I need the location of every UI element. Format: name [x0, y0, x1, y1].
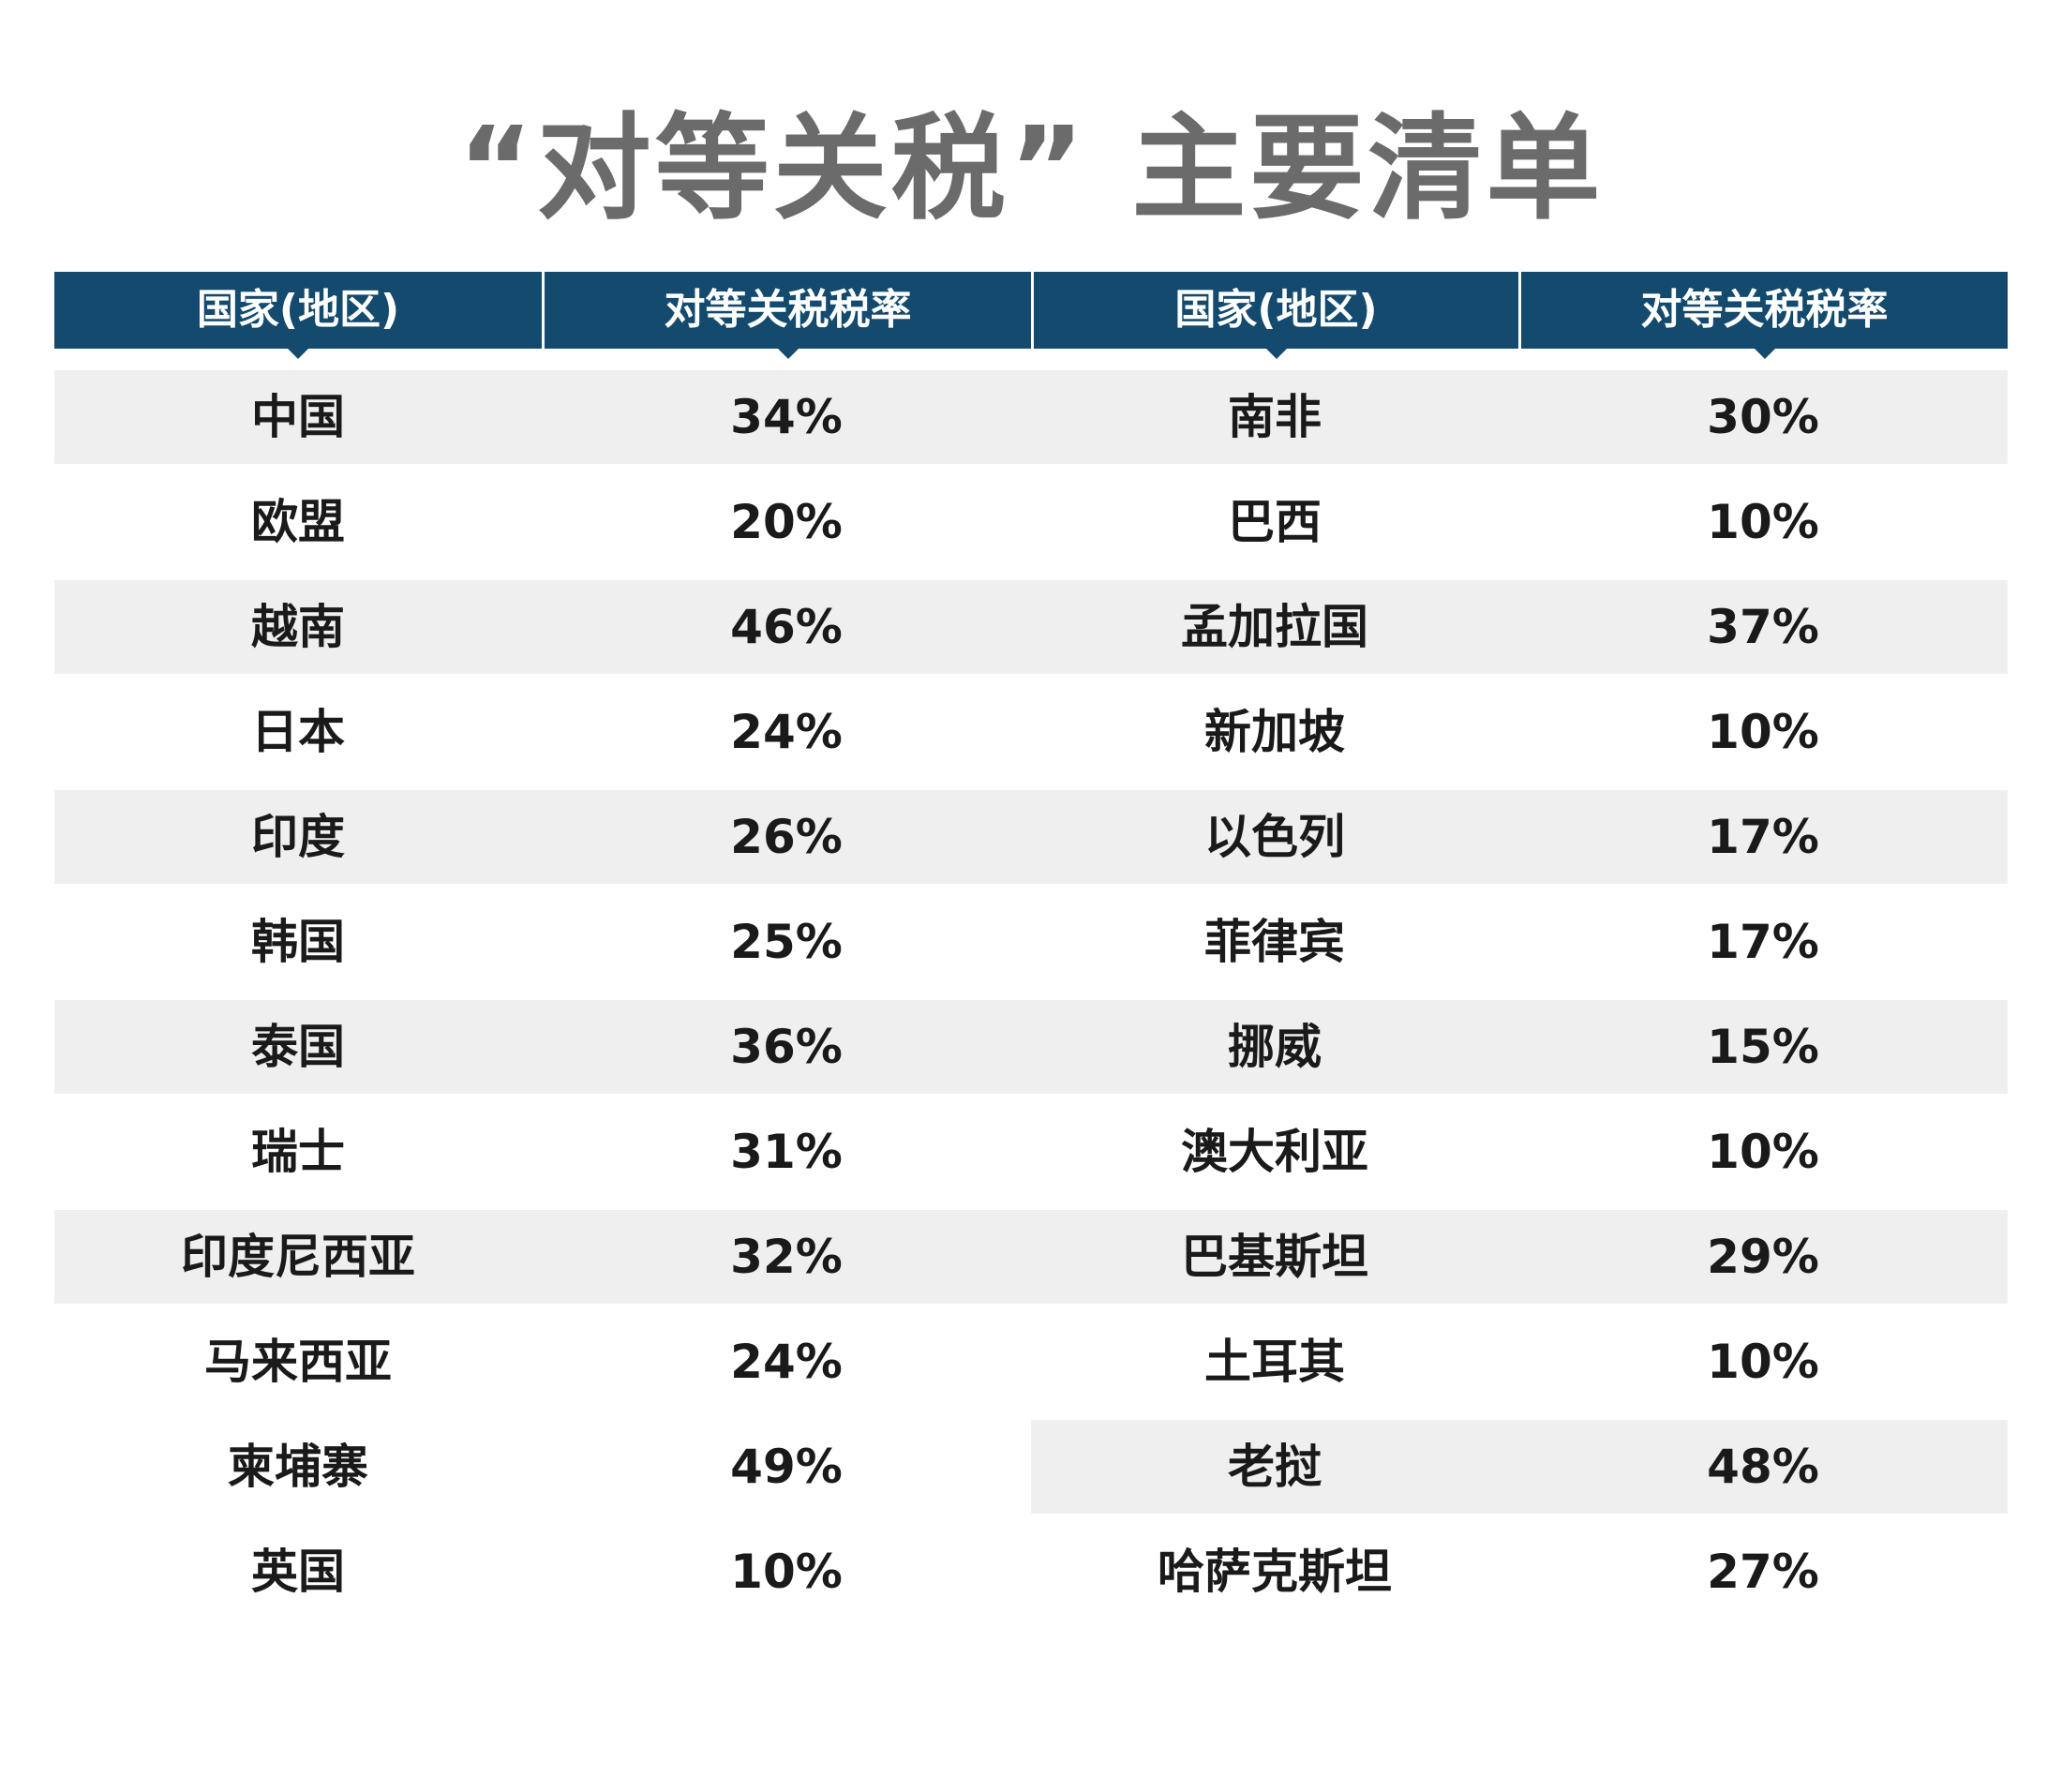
rate-cell: 15%: [1518, 1000, 2008, 1094]
rate-cell: 31%: [730, 1125, 843, 1179]
header-rate-right: 对等关税税率: [1518, 272, 2008, 359]
country-cell: 印度: [54, 790, 542, 884]
table-row: 欧盟 20% 巴西 10%: [54, 470, 2008, 575]
country-cell: 菲律宾: [1204, 915, 1345, 969]
country-cell: 日本: [251, 705, 345, 759]
table-body: 中国 34% 南非 30% 欧盟 20% 巴西 10% 越南 46% 孟加拉国 …: [54, 365, 2008, 1624]
country-cell: 巴基斯坦: [1031, 1210, 1518, 1304]
table-row: 印度尼西亚 32% 巴基斯坦 29%: [54, 1204, 2008, 1309]
table-row: 日本 24% 新加坡 10%: [54, 679, 2008, 784]
country-cell: 老挝: [1031, 1420, 1518, 1514]
rate-cell: 32%: [542, 1210, 1031, 1304]
country-cell: 南非: [1031, 370, 1518, 464]
rate-cell: 10%: [1707, 495, 1819, 549]
tariff-table: 国家(地区) 对等关税税率 国家(地区) 对等关税税率 中国 34% 南非 30…: [54, 272, 2008, 1624]
rate-cell: 37%: [1518, 580, 2008, 674]
rate-cell: 10%: [1707, 1335, 1819, 1389]
rate-cell: 24%: [730, 705, 843, 759]
country-cell: 泰国: [54, 1000, 542, 1094]
country-cell: 中国: [54, 370, 542, 464]
rate-cell: 10%: [1707, 705, 1819, 759]
table-row: 越南 46% 孟加拉国 37%: [54, 575, 2008, 679]
table-row: 柬埔寨 49% 老挝 48%: [54, 1414, 2008, 1519]
country-cell: 新加坡: [1204, 705, 1345, 759]
rate-cell: 49%: [730, 1440, 843, 1494]
rate-cell: 27%: [1707, 1545, 1819, 1599]
rate-cell: 36%: [542, 1000, 1031, 1094]
rate-cell: 25%: [730, 915, 843, 969]
page-title: “对等关税” 主要清单: [457, 102, 1605, 235]
country-cell: 哈萨克斯坦: [1158, 1545, 1392, 1599]
country-cell: 韩国: [251, 915, 345, 969]
country-cell: 巴西: [1228, 495, 1322, 549]
country-cell: 英国: [251, 1545, 345, 1599]
rate-cell: 20%: [730, 495, 843, 549]
header-country-left: 国家(地区): [54, 272, 542, 359]
rate-cell: 10%: [730, 1545, 843, 1599]
table-header: 国家(地区) 对等关税税率 国家(地区) 对等关税税率: [54, 272, 2008, 359]
country-cell: 越南: [54, 580, 542, 674]
table-row: 英国 10% 哈萨克斯坦 27%: [54, 1519, 2008, 1624]
header-country-right: 国家(地区): [1031, 272, 1518, 359]
rate-cell: 26%: [542, 790, 1031, 884]
country-cell: 瑞士: [251, 1125, 345, 1179]
rate-cell: 46%: [542, 580, 1031, 674]
country-cell: 土耳其: [1204, 1335, 1345, 1389]
rate-cell: 24%: [730, 1335, 843, 1389]
country-cell: 挪威: [1031, 1000, 1518, 1094]
rate-cell: 17%: [1707, 915, 1819, 969]
rate-cell: 30%: [1518, 370, 2008, 464]
country-cell: 马来西亚: [204, 1335, 392, 1389]
rate-cell: 34%: [542, 370, 1031, 464]
table-row: 韩国 25% 菲律宾 17%: [54, 889, 2008, 994]
rate-cell: 48%: [1518, 1420, 2008, 1514]
table-row: 印度 26% 以色列 17%: [54, 784, 2008, 889]
rate-cell: 10%: [1707, 1125, 1819, 1179]
table-row: 泰国 36% 挪威 15%: [54, 994, 2008, 1099]
rate-cell: 29%: [1518, 1210, 2008, 1304]
table-row: 中国 34% 南非 30%: [54, 365, 2008, 470]
country-cell: 以色列: [1031, 790, 1518, 884]
country-cell: 孟加拉国: [1031, 580, 1518, 674]
header-rate-left: 对等关税税率: [542, 272, 1031, 359]
country-cell: 柬埔寨: [228, 1440, 368, 1494]
country-cell: 印度尼西亚: [54, 1210, 542, 1304]
table-row: 瑞士 31% 澳大利亚 10%: [54, 1099, 2008, 1204]
country-cell: 澳大利亚: [1181, 1125, 1368, 1179]
country-cell: 欧盟: [251, 495, 345, 549]
table-row: 马来西亚 24% 土耳其 10%: [54, 1309, 2008, 1414]
rate-cell: 17%: [1518, 790, 2008, 884]
